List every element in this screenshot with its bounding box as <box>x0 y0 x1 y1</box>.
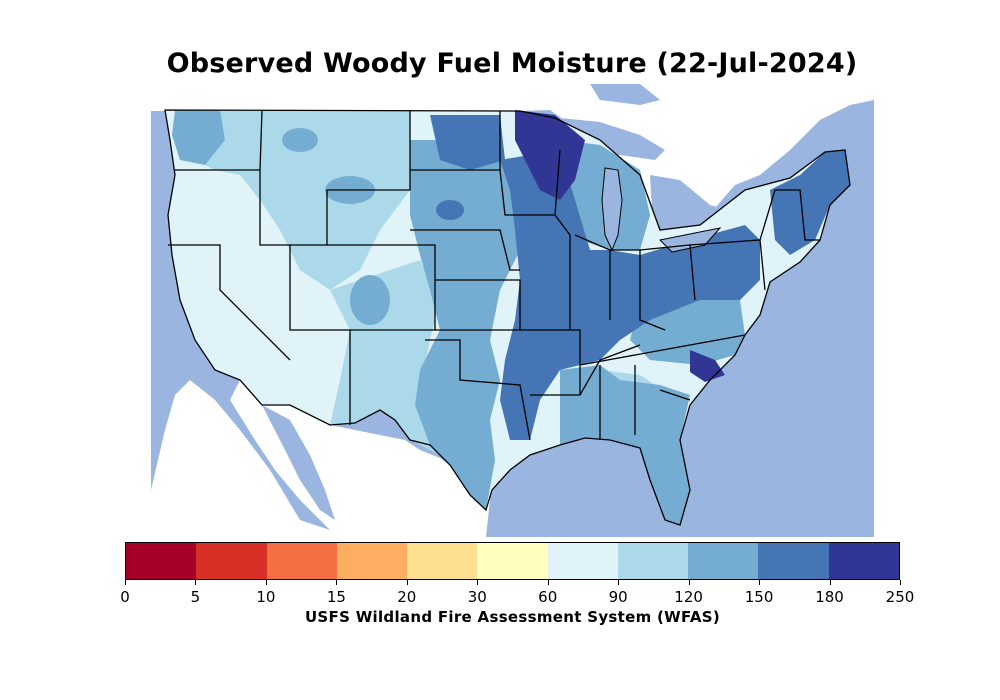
hudson-bay-edge <box>590 84 660 105</box>
colorbar-tick <box>688 580 690 585</box>
moisture-120-150-plains <box>410 140 520 510</box>
moisture-120-150-northwest <box>172 110 225 165</box>
colorbar-bin-150-180 <box>758 543 829 579</box>
fuel-moisture-map <box>151 84 874 537</box>
colorbar-bin-20-30 <box>407 543 478 579</box>
colorbar-tick <box>900 580 901 585</box>
colorbar-tick <box>759 580 761 585</box>
moisture-120-150-southeast <box>560 365 690 525</box>
colorbar <box>125 542 900 580</box>
colorbar-bin-180-250 <box>828 543 899 579</box>
colorbar-bin-120-150 <box>688 543 759 579</box>
colorbar-bin-30-60 <box>477 543 548 579</box>
colorbar-bin-15-20 <box>336 543 408 579</box>
colorbar-tick-label: 30 <box>467 588 487 606</box>
source-label: USFS Wildland Fire Assessment System (WF… <box>304 608 721 626</box>
patch <box>350 275 390 325</box>
state-borders <box>164 109 851 526</box>
moisture-150-180-plains-north <box>430 115 505 170</box>
colorbar-bin-90-120 <box>617 543 689 579</box>
colorbar-tick <box>618 580 620 585</box>
colorbar-tick <box>125 580 126 585</box>
colorbar-tick <box>265 580 267 585</box>
lake-michigan <box>601 167 623 252</box>
colorbar-tick-label: 120 <box>674 588 703 606</box>
colorbar-tick-label: 0 <box>120 588 130 606</box>
gulf-of-california <box>262 405 335 520</box>
colorbar-ticks: 0 5 10 15 20 30 60 90 120 150 180 250 <box>120 580 914 610</box>
colorbar-bin-10-15 <box>266 543 337 579</box>
moisture-150-180-midwest <box>500 150 760 440</box>
colorbar-tick <box>547 580 549 585</box>
colorbar-tick-label: 180 <box>815 588 844 606</box>
colorbar-tick <box>477 580 479 585</box>
map-title: Observed Woody Fuel Moisture (22-Jul-202… <box>166 48 858 79</box>
colorbar-bin-60-90 <box>547 543 618 579</box>
colorbar-bin-0-5 <box>126 543 197 579</box>
colorbar-tick <box>406 580 408 585</box>
patch <box>436 200 464 220</box>
colorbar-tick-label: 250 <box>885 588 915 606</box>
colorbar-tick <box>336 580 338 585</box>
patch <box>205 216 255 244</box>
patch <box>282 128 318 152</box>
colorbar-tick-label: 20 <box>397 588 417 606</box>
mexico-land <box>151 380 490 537</box>
colorbar-tick-label: 150 <box>744 588 774 606</box>
colorbar-tick <box>195 580 197 585</box>
colorbar-tick-label: 10 <box>256 588 276 606</box>
colorbar-bin-5-10 <box>196 543 267 579</box>
colorbar-tick-label: 15 <box>326 588 346 606</box>
colorbar-tick-label: 90 <box>608 588 628 606</box>
moisture-150-180-northeast <box>770 150 850 255</box>
colorbar-tick-label: 5 <box>190 588 201 606</box>
colorbar-tick-label: 60 <box>538 588 558 606</box>
moisture-180-250-minnesota <box>515 110 585 200</box>
colorbar-tick <box>829 580 831 585</box>
